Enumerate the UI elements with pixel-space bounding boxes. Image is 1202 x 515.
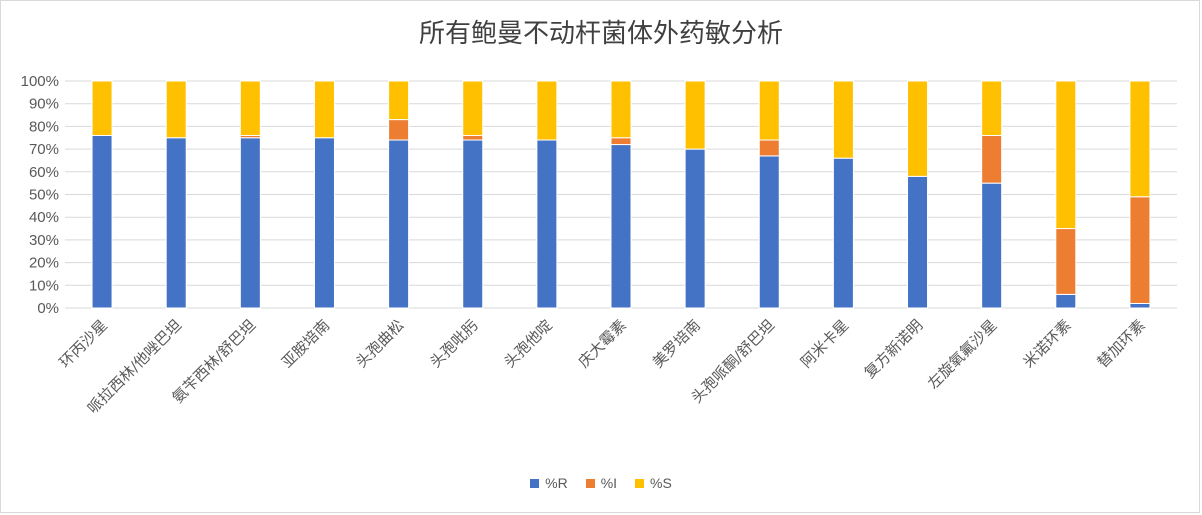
bar-segment [1129, 196, 1151, 304]
y-tick-label: 100% [21, 73, 59, 90]
bar-segment [981, 182, 1003, 309]
x-tick-label: 头孢他啶 [501, 316, 556, 371]
bar-segment [388, 119, 410, 141]
y-tick-label: 60% [29, 164, 59, 181]
bar-segment [1055, 80, 1077, 230]
bar-segment [462, 134, 484, 141]
x-tick-label: 头孢吡肟 [426, 316, 481, 371]
x-tick-label: 环丙沙星 [56, 316, 111, 371]
bar-segment [981, 80, 1003, 136]
bar-segment [1129, 302, 1151, 309]
legend-swatch [635, 478, 645, 488]
bar-segment [1055, 293, 1077, 309]
y-tick-label: 0% [37, 300, 59, 317]
bar-segment [536, 139, 558, 309]
y-tick-label: 20% [29, 255, 59, 272]
bar-segment [758, 139, 780, 157]
legend-swatch [530, 478, 540, 488]
x-tick-label: 头孢曲松 [352, 316, 407, 371]
bar-segment [239, 80, 261, 136]
y-tick-label: 90% [29, 96, 59, 113]
bar-segment [832, 157, 854, 309]
x-tick-label: 复方新诺明 [861, 316, 927, 382]
bar-segment [165, 80, 187, 139]
chart-title: 所有鲍曼不动杆菌体外药敏分析 [418, 19, 783, 49]
y-tick-label: 40% [29, 209, 59, 226]
legend-item: %R [530, 475, 568, 491]
bar-segment [313, 80, 335, 139]
bar-segment [610, 80, 632, 139]
legend-label: %I [600, 475, 618, 491]
x-tick-label: 左旋氧氟沙星 [924, 316, 1000, 392]
bar-segment [684, 80, 706, 150]
bar-segment [832, 80, 854, 159]
chart-legend: %R %I %S [1, 475, 1201, 491]
bar-segment [610, 137, 632, 146]
bar-segment [313, 137, 335, 309]
bar-segment [536, 80, 558, 141]
x-tick-label: 替加环素 [1094, 316, 1149, 371]
bar-segment [239, 137, 261, 309]
y-tick-label: 10% [29, 277, 59, 294]
legend-label: %S [650, 475, 672, 491]
bar-segment [462, 80, 484, 136]
bar-segment [684, 148, 706, 309]
x-tick-label: 亚胺培南 [278, 316, 333, 371]
legend-swatch [585, 478, 595, 488]
bar-segment [91, 80, 113, 136]
x-tick-label: 阿米卡星 [797, 316, 852, 371]
bar-segment [758, 80, 780, 141]
bar-segment [610, 144, 632, 309]
y-tick-label: 70% [29, 141, 59, 158]
x-tick-label: 庆大霉素 [575, 316, 630, 371]
bar-segment [388, 80, 410, 121]
legend-item: %S [635, 475, 672, 491]
bar-segment [1055, 228, 1077, 295]
bar-segment [165, 137, 187, 309]
y-tick-label: 30% [29, 232, 59, 249]
legend-label: %R [545, 475, 568, 491]
bar-segment [462, 139, 484, 309]
bar-segment [981, 134, 1003, 184]
bar-segment [907, 80, 929, 177]
y-tick-label: 80% [29, 118, 59, 135]
bar-segment [907, 175, 929, 309]
bar-segment [1129, 80, 1151, 198]
x-tick-label: 米诺环素 [1019, 316, 1074, 371]
y-tick-label: 50% [29, 187, 59, 204]
bar-segment [91, 134, 113, 309]
bar-segment [758, 155, 780, 309]
x-tick-label: 美罗培南 [649, 316, 704, 371]
bar-segment [388, 139, 410, 309]
legend-item: %I [585, 475, 618, 491]
